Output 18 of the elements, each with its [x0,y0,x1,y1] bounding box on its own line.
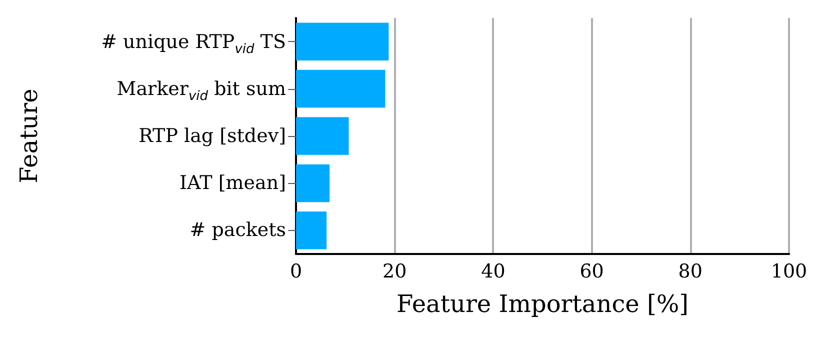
y-tick-label: # packets [190,219,286,242]
y-tick-label: IAT [mean] [179,172,286,194]
bar [296,22,389,60]
x-axis-title: Feature Importance [%] [396,290,688,318]
x-tick-label: 80 [678,260,702,282]
bar [296,117,349,155]
y-tick-label: # unique RTP$_{vid}$ TS [101,30,286,58]
x-tick-label: 0 [290,260,302,282]
bar [296,212,327,250]
y-tick-label: RTP lag [stdev] [138,125,286,147]
x-tick-label: 40 [481,260,506,282]
x-tick-label: 20 [382,260,407,282]
bar [296,164,330,202]
y-axis-title: Feature [15,88,43,184]
x-tick-label: 60 [580,260,604,282]
bar [296,70,386,108]
x-tick-label: 100 [770,260,808,282]
y-tick-label: Marker$_{vid}$ bit sum [116,78,286,106]
